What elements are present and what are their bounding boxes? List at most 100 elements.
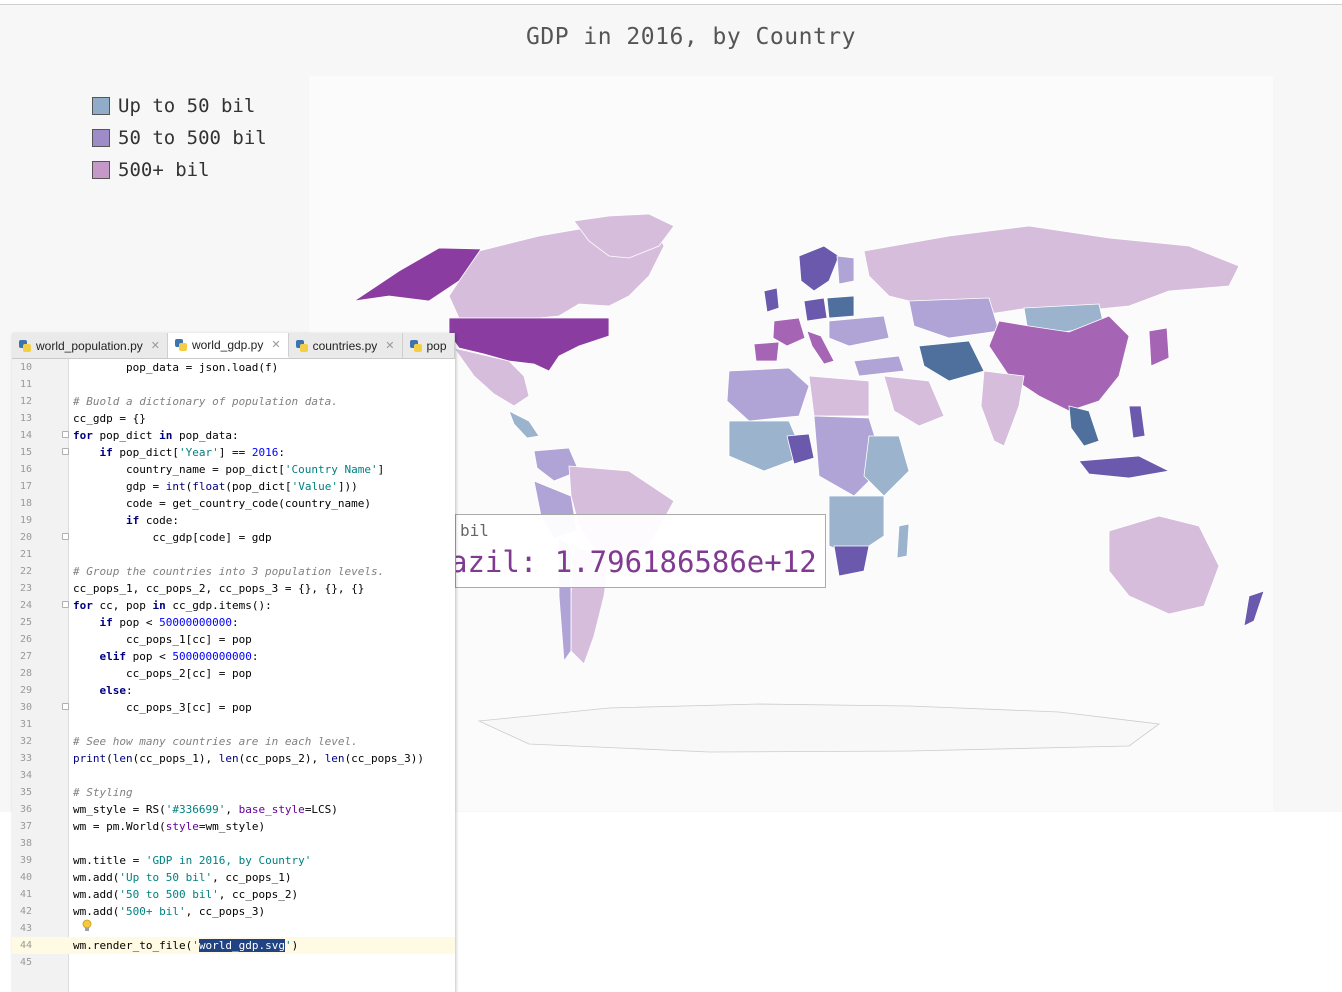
country-east-africa[interactable] [863,435,910,497]
code-text: else: [99,684,133,697]
code-line[interactable]: 24 for cc, pop in cc_gdp.items(): [12,597,455,614]
code-line[interactable]: 13 cc_gdp = {} [12,410,455,427]
code-line[interactable]: 42 wm.add('500+ bil', cc_pops_3) [12,903,455,920]
code-text: # See how many countries are in each lev… [73,735,358,748]
code-line[interactable]: 21 [12,546,455,563]
code-line[interactable]: 22 # Group the countries into 3 populatio… [12,563,455,580]
line-number: 37 [19,821,32,832]
country-france[interactable] [772,317,806,347]
line-number: 10 [19,362,32,373]
code-line[interactable]: 18 code = get_country_code(country_name) [12,495,455,512]
tab-world-gdp[interactable]: world_gdp.py ✕ [167,333,289,358]
country-indonesia[interactable] [1078,455,1171,479]
code-line[interactable]: 19 if code: [12,512,455,529]
legend-item-50-to-500[interactable]: 50 to 500 bil [92,122,267,154]
country-eastern-europe[interactable] [828,315,890,347]
close-icon[interactable]: ✕ [150,340,160,352]
code-line[interactable]: 39 wm.title = 'GDP in 2016, by Country' [12,852,455,869]
code-line[interactable]: 45 [12,954,455,971]
legend-item-up-to-50[interactable]: Up to 50 bil [92,90,267,122]
code-line[interactable]: 12 # Buold a dictionary of population dat… [12,393,455,410]
tab-label: pop [426,338,447,353]
country-china[interactable] [988,315,1130,412]
tooltip-series-label: bil [460,521,489,540]
code-line[interactable]: 23 cc_pops_1, cc_pops_2, cc_pops_3 = {}, … [12,580,455,597]
code-line[interactable]: 27 elif pop < 500000000000: [12,648,455,665]
country-kazakhstan[interactable] [908,297,1000,339]
line-number: 25 [19,617,32,628]
country-middle-east[interactable] [883,375,945,427]
country-australia[interactable] [1108,515,1220,615]
code-line[interactable]: 36 wm_style = RS('#336699', base_style=LC… [12,801,455,818]
code-line[interactable]: 43 [12,920,455,937]
tab-world-population[interactable]: world_population.py ✕ [12,333,168,358]
country-italy[interactable] [806,330,835,365]
code-line[interactable]: 25 if pop < 50000000000: [12,614,455,631]
code-line[interactable]: 11 [12,376,455,393]
country-germany[interactable] [803,297,828,322]
code-line[interactable]: 28 cc_pops_2[cc] = pop [12,665,455,682]
code-line[interactable]: 30 cc_pops_3[cc] = pop [12,699,455,716]
tab-label: countries.py [312,338,378,353]
line-number: 29 [19,685,32,696]
country-colombia-venezuela[interactable] [533,447,580,482]
close-icon[interactable]: ✕ [385,340,395,352]
code-line[interactable]: 34 [12,767,455,784]
legend-item-500-plus[interactable]: 500+ bil [92,154,267,186]
fold-marker-icon[interactable] [62,533,69,540]
legend-swatch-3 [92,161,110,179]
country-philippines[interactable] [1128,405,1146,439]
country-poland[interactable] [826,295,855,319]
country-spain[interactable] [753,341,780,362]
code-line[interactable]: 14 for pop_dict in pop_data: [12,427,455,444]
code-line[interactable]: 20 cc_gdp[code] = gdp [12,529,455,546]
code-line[interactable]: 38 [12,835,455,852]
country-iran-stans[interactable] [918,340,985,382]
country-antarctica[interactable] [477,703,1161,753]
lightbulb-icon[interactable] [82,919,92,932]
code-line[interactable]: 37 wm = pm.World(style=wm_style) [12,818,455,835]
country-west-africa[interactable] [728,420,805,472]
close-icon[interactable]: ✕ [271,339,281,351]
country-alaska[interactable] [353,247,482,302]
country-south-africa[interactable] [833,545,870,577]
code-line[interactable]: 29 else: [12,682,455,699]
tab-countries[interactable]: countries.py ✕ [289,333,403,358]
country-greenland[interactable] [573,213,675,259]
country-scandinavia[interactable] [798,245,840,292]
code-line[interactable]: 41 wm.add('50 to 500 bil', cc_pops_2) [12,886,455,903]
code-line[interactable]: 17 gdp = int(float(pop_dict['Value'])) [12,478,455,495]
country-india[interactable] [980,370,1025,447]
country-madagascar[interactable] [896,523,910,559]
country-usa[interactable] [448,317,610,372]
code-line[interactable]: 40 wm.add('Up to 50 bil', cc_pops_1) [12,869,455,886]
country-new-zealand[interactable] [1243,590,1265,627]
fold-marker-icon[interactable] [62,703,69,710]
code-line[interactable]: 10 pop_data = json.load(f) [12,359,455,376]
code-line[interactable]: 44 wm.render_to_file('world_gdp.svg') [12,937,455,954]
line-number: 45 [19,957,32,968]
country-nigeria[interactable] [786,433,815,465]
tab-pop[interactable]: pop [403,333,455,358]
code-line[interactable]: 16 country_name = pop_dict['Country Name… [12,461,455,478]
country-japan[interactable] [1148,327,1170,367]
code-line[interactable]: 31 [12,716,455,733]
code-line[interactable]: 32 # See how many countries are in each l… [12,733,455,750]
country-se-asia[interactable] [1068,405,1100,447]
line-number: 17 [19,481,32,492]
country-turkey[interactable] [853,355,905,377]
code-line[interactable]: 35 # Styling [12,784,455,801]
code-line[interactable]: 33 print(len(cc_pops_1), len(cc_pops_2), … [12,750,455,767]
country-egypt-libya[interactable] [808,375,870,417]
fold-marker-icon[interactable] [62,431,69,438]
country-mexico[interactable] [453,347,530,407]
country-uk[interactable] [763,287,780,313]
country-north-africa[interactable] [726,367,810,422]
fold-marker-icon[interactable] [62,601,69,608]
country-central-america[interactable] [508,410,540,439]
line-number: 14 [19,430,32,441]
code-line[interactable]: 15 if pop_dict['Year'] == 2016: [12,444,455,461]
fold-marker-icon[interactable] [62,448,69,455]
code-line[interactable]: 26 cc_pops_1[cc] = pop [12,631,455,648]
country-finland[interactable] [836,255,855,285]
